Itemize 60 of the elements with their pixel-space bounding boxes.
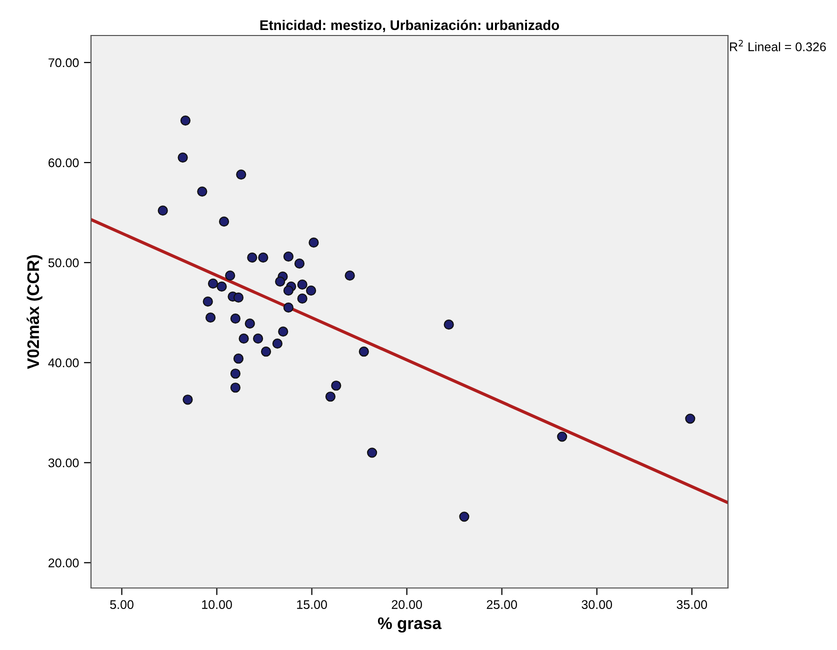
x-tick-label: 25.00 [486,600,518,609]
point [275,276,286,287]
point [283,252,294,262]
text: R$^{2}$ Lineal = 0.326 [730,40,826,52]
y-tick-label: 60.00 [48,158,79,168]
point [258,252,268,263]
point [233,292,244,303]
y-tick-label: 70.00 [48,58,79,68]
point [344,270,355,281]
point [216,282,227,292]
point [158,206,168,216]
point [208,278,218,289]
point [244,318,255,329]
y-tick-label: 40.00 [48,358,79,368]
point [230,314,240,324]
point [459,512,470,522]
point [294,258,305,269]
point [225,270,236,281]
point [197,186,208,197]
point [178,152,188,163]
point [306,286,316,296]
point [367,448,378,458]
y-axis-title: V02máx (CCR) [26,255,42,370]
point [297,294,308,304]
point [283,302,294,313]
y-tick-label: 20.00 [48,558,79,568]
x-axis-title: % grasa [378,617,442,633]
point [272,338,282,349]
point [252,334,264,344]
point [218,216,230,227]
x-tick-label: 30.00 [582,600,612,609]
point [236,169,246,180]
point [685,414,696,424]
point [557,432,568,442]
x-tick-label: 5.00 [110,600,134,609]
point [202,296,213,307]
point [278,326,288,337]
point [230,368,240,379]
y-tick-label: 50.00 [48,258,79,268]
y-tick-label: 30.00 [48,458,79,468]
point [444,320,454,330]
point [325,392,336,402]
point [238,334,249,344]
x-tick-label: 10.00 [202,600,232,609]
point [260,346,272,357]
point [205,312,216,323]
point [283,286,294,296]
point [182,394,193,405]
x-tick-label: 35.00 [676,600,708,609]
point [358,346,369,357]
point [180,115,191,126]
point [297,280,308,290]
point [230,382,240,393]
chart-title: Etnicidad: mestizo, Urbanización: urbanizado [260,20,560,32]
point [233,354,244,364]
point [308,238,319,248]
x-tick-label: 20.00 [392,600,422,609]
point [247,252,258,263]
x-tick-label: 15.00 [297,600,327,609]
point [331,380,342,391]
